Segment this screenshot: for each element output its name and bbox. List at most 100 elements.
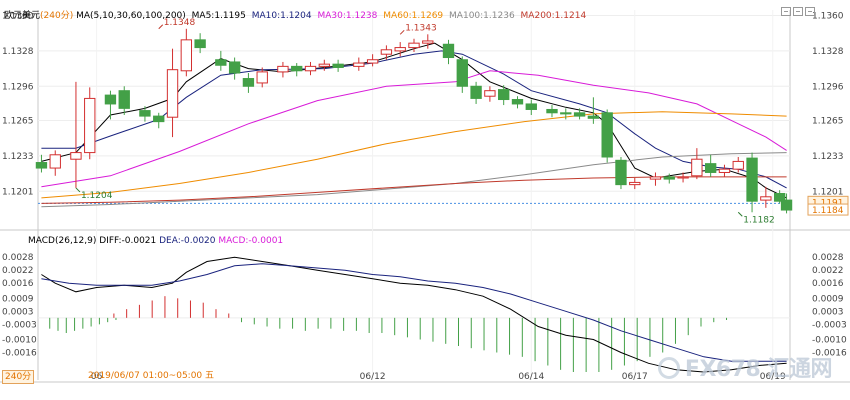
macd-tick-label-left: 0.0016 (2, 279, 34, 289)
axes: 1.1360 1.1360 1.1328 1.1328 1.1296 1.1296 1.12… (2, 12, 849, 382)
ma30-line (41, 70, 787, 188)
maximize-icon[interactable] (805, 7, 815, 16)
candle-body-down (704, 163, 717, 173)
fx678-logo-icon (657, 357, 680, 379)
ma10-value: MA10:1.1204 (251, 11, 312, 21)
price-annotations: 1.1348 1.1343 1.1204 1.1182 (75, 18, 775, 225)
candle-body-up (84, 97, 96, 154)
candle-body-down (215, 59, 227, 66)
y-tick-label-right: 1.1296 (812, 82, 844, 92)
window-controls (781, 7, 815, 16)
y-tick-label-right: 1.1328 (812, 47, 844, 57)
price-tag-label: 1.1191 (812, 198, 844, 208)
candle-body-up (49, 154, 61, 169)
macd-dea-value: DEA:-0.0020 (159, 236, 216, 246)
y-tick-label-left: 1.1233 (2, 152, 34, 162)
macd-tick-label-right: 0.0022 (812, 266, 844, 276)
y-tick-label-left: 1.1265 (2, 117, 34, 127)
macd-tick-label-left: -0.0003 (2, 320, 37, 330)
ma200-line (41, 176, 787, 204)
ma-params-label: MA(5,10,30,60,100,200) (76, 11, 186, 21)
price-tag-label: 1.1184 (812, 206, 844, 216)
macd-tick-label-right: -0.0003 (812, 320, 847, 330)
candle-body-up (256, 71, 268, 84)
y-tick-label-right: 1.1233 (812, 152, 844, 162)
macd-diff-line (41, 256, 787, 373)
candle-body-up (422, 40, 434, 44)
candle-body-down (601, 112, 613, 158)
y-tick-label-right: 1.1201 (812, 187, 844, 197)
candle-body-down (228, 61, 241, 74)
grid-lines (0, 10, 850, 383)
cursor-time-label: 2019/06/07 01:00~05:00 五 (88, 371, 215, 381)
macd-dea-line (41, 263, 787, 362)
candle-body-up (718, 168, 731, 173)
x-tick-label: 06/12 (360, 372, 386, 382)
candle-body-down (194, 39, 206, 49)
candle-body-down (498, 89, 510, 101)
candle-body-up (691, 158, 703, 177)
macd-tick-label-left: 0.0028 (2, 253, 34, 263)
macd-tick-label-left: -0.0010 (2, 336, 37, 346)
watermark-logo: FX678 汇通网 (657, 351, 833, 383)
candle-body-down (663, 176, 675, 180)
ma100-line (41, 152, 787, 208)
macd-diff-value: DIFF:-0.0021 (99, 236, 157, 246)
minimize-icon[interactable] (781, 7, 791, 16)
period-tag[interactable]: 240分 (2, 370, 35, 384)
symbol-label: 欧元美元 (4, 11, 41, 21)
candle-body-up (304, 65, 317, 72)
candle-body-up (380, 49, 393, 55)
y-tick-label-right: 1.1360 (812, 12, 844, 22)
candle-body-up (180, 39, 193, 72)
macd-tick-label-left: 0.0009 (2, 294, 34, 304)
y-tick-label-left: 1.1201 (2, 187, 34, 197)
macd-header: MACD(26,12,9) DIFF:-0.0021 DEA:-0.0020 M… (28, 235, 283, 247)
candle-body-down (332, 63, 344, 68)
candle-body-down (153, 115, 165, 123)
candle-body-up (318, 63, 330, 67)
candle-body-down (511, 99, 524, 105)
candle-body-down (746, 157, 758, 202)
annotation-label: 1.1204 (81, 191, 113, 201)
candle-body-down (118, 90, 130, 109)
price-tag-box (807, 203, 849, 216)
candle-body-up (166, 69, 179, 118)
ma60-value: MA60:1.1269 (383, 11, 444, 21)
candle-body-up (760, 196, 772, 201)
x-tick-label: 06/19 (760, 372, 786, 382)
candle-body-up (366, 59, 379, 64)
moving-average-lines (41, 42, 787, 208)
ma60-line (41, 111, 787, 199)
candle-body-up (649, 176, 662, 180)
ma5-value: MA5:1.1195 (191, 11, 246, 21)
period-label: (240分) (40, 11, 74, 21)
ma100-value: MA100:1.1236 (449, 11, 515, 21)
macd-histogram (38, 296, 790, 372)
candle-body-down (139, 110, 151, 117)
candle-body-down (587, 115, 600, 119)
ma200-value: MA200:1.1214 (520, 11, 587, 21)
candle-body-up (484, 90, 496, 97)
macd-tick-label-right: 0.0003 (812, 307, 844, 317)
annotation-pointer (75, 187, 81, 193)
candle-body-down (35, 162, 48, 169)
macd-params-label: MACD(26,12,9) (28, 236, 97, 246)
y-tick-label-left: 1.1360 (2, 12, 34, 22)
restore-icon[interactable] (793, 7, 803, 16)
macd-tick-label-left: -0.0016 (2, 349, 37, 359)
x-tick-label: 06/17 (622, 372, 648, 382)
candle-body-down (104, 94, 117, 105)
candle-body-down (456, 59, 468, 87)
x-tick-label: 06/14 (518, 372, 544, 382)
annotation-pointer (158, 24, 164, 30)
candle-body-down (780, 199, 793, 211)
candle-body-up (277, 65, 289, 73)
macd-tick-label-right: 0.0009 (812, 294, 844, 304)
candle-body-down (442, 43, 455, 59)
macd-tick-label-left: 0.0003 (2, 307, 34, 317)
macd-tick-label-left: 0.0022 (2, 266, 34, 276)
annotation-pointer (737, 211, 743, 217)
candle-body-down (470, 85, 482, 99)
candle-body-down (291, 65, 303, 72)
